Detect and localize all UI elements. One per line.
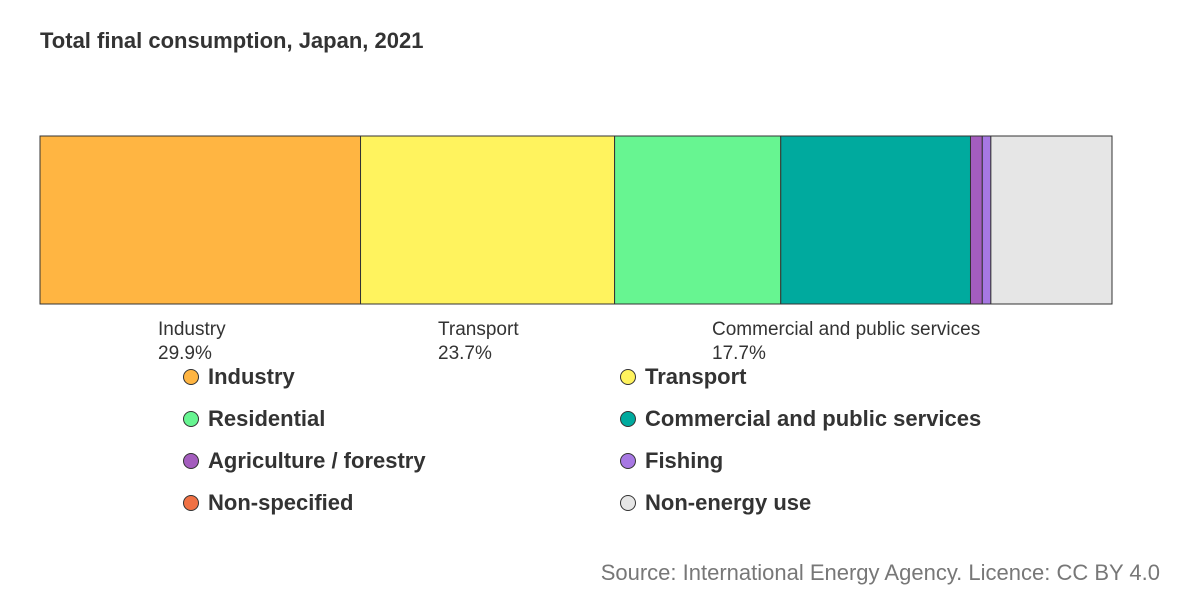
chart-title: Total final consumption, Japan, 2021 — [40, 28, 424, 53]
bar-segment-transport[interactable] — [360, 135, 616, 305]
legend-item-non-energy-use[interactable]: Non-energy use — [620, 488, 811, 518]
bar-label-transport: Transport 23.7% — [438, 318, 519, 366]
source-note: Source: International Energy Agency. Lic… — [600, 560, 1160, 585]
bar-segment-non-energy-use[interactable] — [990, 135, 1113, 305]
legend-item-residential[interactable]: Residential — [183, 404, 325, 434]
legend-label: Fishing — [645, 448, 724, 473]
bar-segment-commercial-and-public-services[interactable] — [780, 135, 971, 305]
legend-item-agriculture-forestry[interactable]: Agriculture / forestry — [183, 446, 426, 476]
legend-label: Non-energy use — [645, 490, 812, 515]
legend-item-fishing[interactable]: Fishing — [620, 446, 723, 476]
bar-label-value: 29.9% — [158, 343, 212, 364]
bar-segment-industry[interactable] — [39, 135, 362, 305]
bar-label-name: Industry — [158, 319, 226, 340]
legend-item-non-specified[interactable]: Non-specified — [183, 488, 353, 518]
legend-label: Agriculture / forestry — [208, 448, 426, 473]
legend-label: Transport — [645, 364, 747, 389]
legend-swatch-icon — [620, 453, 636, 469]
legend-swatch-icon — [620, 495, 636, 511]
bar-segment-agriculture-forestry[interactable] — [970, 135, 983, 305]
bar-label-name: Transport — [438, 319, 519, 340]
legend-swatch-icon — [183, 411, 199, 427]
legend-swatch-icon — [183, 495, 199, 511]
bar-segment-fishing[interactable] — [981, 135, 992, 305]
legend-item-industry[interactable]: Industry — [183, 362, 295, 392]
bar-label-value: 17.7% — [712, 343, 766, 364]
legend-swatch-icon — [183, 369, 199, 385]
legend-swatch-icon — [620, 411, 636, 427]
legend-label: Residential — [208, 406, 326, 431]
legend-item-transport[interactable]: Transport — [620, 362, 746, 392]
bar-label-name: Commercial and public services — [712, 319, 981, 340]
legend-label: Commercial and public services — [645, 406, 982, 431]
bar-label-commercial-and-public-services: Commercial and public services 17.7% — [712, 318, 980, 366]
legend-label: Industry — [208, 364, 295, 389]
legend-item-commercial-and-public-services[interactable]: Commercial and public services — [620, 404, 981, 434]
legend-swatch-icon — [183, 453, 199, 469]
stacked-bar-chart — [39, 135, 1113, 305]
bar-segment-residential[interactable] — [614, 135, 782, 305]
bar-label-industry: Industry 29.9% — [158, 318, 226, 366]
legend-swatch-icon — [620, 369, 636, 385]
legend-label: Non-specified — [208, 490, 354, 515]
bar-label-value: 23.7% — [438, 343, 492, 364]
